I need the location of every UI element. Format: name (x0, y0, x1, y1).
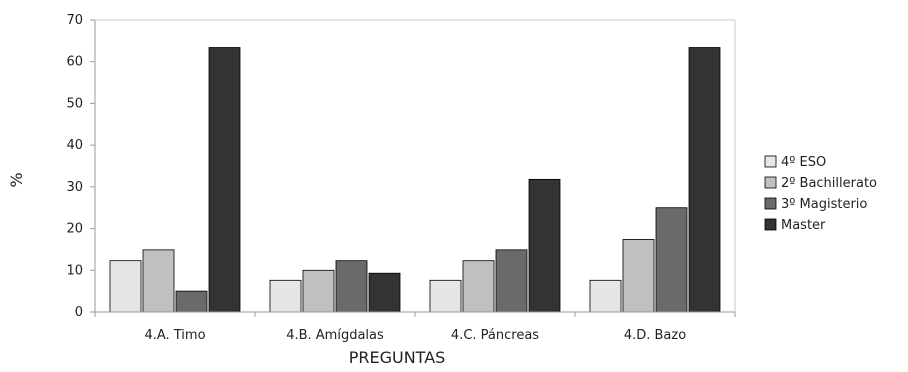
x-axis-title: PREGUNTAS (349, 348, 446, 367)
y-tick-label: 0 (75, 305, 83, 320)
x-tick-label: 4.D. Bazo (624, 328, 686, 343)
y-axis-title: % (7, 172, 26, 187)
bar (589, 279, 622, 313)
y-tick-label: 10 (66, 263, 83, 278)
y-tick-label: 70 (66, 13, 83, 28)
bar (208, 47, 241, 313)
bar (528, 178, 561, 313)
bar (495, 249, 528, 313)
bar (109, 260, 142, 313)
y-tick-label: 60 (66, 55, 83, 70)
bar (655, 207, 688, 313)
y-tick-label: 30 (66, 180, 83, 195)
bar (429, 279, 462, 313)
bar (335, 260, 368, 313)
y-tick-label: 20 (66, 222, 83, 237)
legend-swatch (764, 176, 777, 189)
bar (269, 279, 302, 313)
y-axis-ticks: 0 10 20 30 40 50 60 70 (66, 13, 95, 320)
x-tick-label: 4.A. Timo (144, 328, 205, 343)
bar (175, 290, 208, 313)
bar (688, 47, 721, 313)
legend-swatch (764, 197, 777, 210)
legend-label: Master (781, 218, 826, 233)
legend-label: 2º Bachillerato (781, 176, 877, 191)
x-tick-label: 4.B. Amígdalas (286, 328, 384, 343)
legend: 4º ESO 2º Bachillerato 3º Magisterio Master (764, 155, 877, 233)
bars (109, 47, 721, 313)
y-tick-label: 50 (66, 96, 83, 111)
legend-label: 3º Magisterio (781, 197, 867, 212)
bar (142, 249, 175, 313)
legend-label: 4º ESO (781, 155, 826, 170)
x-axis-ticks: 4.A. Timo 4.B. Amígdalas 4.C. Páncreas 4.D.… (94, 312, 736, 343)
bar (368, 272, 401, 313)
legend-swatch (764, 218, 777, 231)
y-tick-label: 40 (66, 138, 83, 153)
bar (302, 269, 335, 313)
bar (462, 260, 495, 313)
bar (622, 239, 655, 313)
legend-swatch (764, 155, 777, 168)
x-tick-label: 4.C. Páncreas (451, 328, 539, 343)
